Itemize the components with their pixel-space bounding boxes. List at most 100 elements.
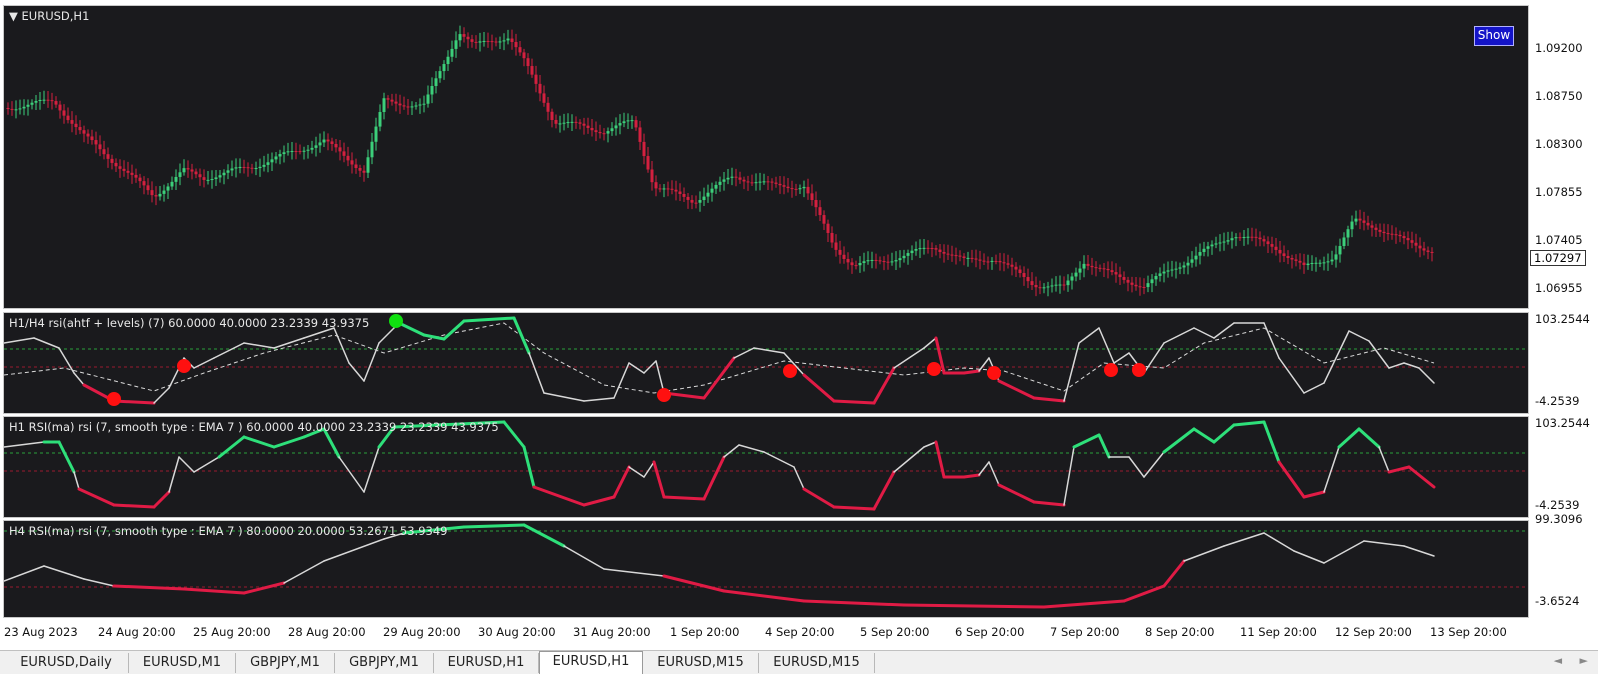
tab-eurusd-m15[interactable]: EURUSD,M15 xyxy=(643,653,759,673)
candle-body xyxy=(382,98,386,113)
candle-body xyxy=(774,182,778,184)
time-axis[interactable]: 23 Aug 2023 24 Aug 20:00 25 Aug 20:00 28… xyxy=(0,622,1598,646)
candle-body xyxy=(430,86,434,95)
candle-body xyxy=(1070,276,1074,281)
rsi-segment xyxy=(832,399,876,405)
candle-body xyxy=(1326,261,1330,263)
rsi-segment xyxy=(872,470,896,511)
price-label: 1.07855 xyxy=(1535,185,1583,199)
candle-body xyxy=(634,120,638,128)
candle-body xyxy=(1130,282,1134,285)
candle-body xyxy=(410,106,414,108)
time-label: 5 Sep 20:00 xyxy=(860,625,930,639)
candle-body xyxy=(642,141,646,157)
rsi-segment xyxy=(283,560,325,584)
rsi-segment xyxy=(978,461,990,476)
candle-body xyxy=(1314,262,1318,264)
rsi-segment xyxy=(1192,427,1216,444)
candle-body xyxy=(1098,267,1102,269)
rsi-segment xyxy=(58,347,75,374)
time-label: 8 Sep 20:00 xyxy=(1145,625,1215,639)
candle-body xyxy=(14,109,18,111)
candlestick-chart[interactable] xyxy=(4,6,1529,309)
candle-body xyxy=(722,179,726,182)
rsi-segment xyxy=(4,337,35,344)
candle-body xyxy=(978,259,982,261)
tab-eurusd-h1[interactable]: EURUSD,H1 xyxy=(434,653,539,673)
rsi-segment xyxy=(532,485,586,507)
candle-body xyxy=(1422,248,1426,251)
candle-body xyxy=(1058,284,1062,286)
time-label: 12 Sep 20:00 xyxy=(1335,625,1412,639)
rsi-segment xyxy=(402,525,466,535)
time-label: 6 Sep 20:00 xyxy=(955,625,1025,639)
candle-body xyxy=(522,52,526,59)
rsi-segment xyxy=(612,465,631,499)
rsi-segment xyxy=(1418,367,1435,384)
tab-eurusd-h1-active[interactable]: EURUSD,H1 xyxy=(539,651,643,674)
rsi-segment xyxy=(997,379,1036,400)
tab-eurusd-m1[interactable]: EURUSD,M1 xyxy=(129,653,236,673)
rsi-segment xyxy=(1348,330,1370,342)
rsi-segment xyxy=(323,538,385,562)
candle-body xyxy=(10,108,14,110)
candle-body xyxy=(530,66,534,75)
candle-body xyxy=(1414,242,1418,246)
candle-body xyxy=(794,188,798,190)
candle-body xyxy=(466,36,470,40)
tab-eurusd-daily[interactable]: EURUSD,Daily xyxy=(4,653,129,673)
price-chart-pane[interactable]: ▼ EURUSD,H1 Show xyxy=(3,5,1529,309)
tab-gbpjpy-m1[interactable]: GBPJPY,M1 xyxy=(236,653,335,673)
rsi-segment xyxy=(1213,322,1235,339)
indicator-pane-h4-rsi[interactable]: H4 RSI(ma) rsi (7, smooth type : EMA 7 )… xyxy=(3,520,1529,618)
indicator-pane-htf-rsi[interactable]: H1/H4 rsi(ahtf + levels) (7) 60.0000 40.… xyxy=(3,312,1529,414)
rsi-segment xyxy=(603,568,665,577)
rsi-segment xyxy=(193,456,220,473)
rsi-segment xyxy=(1263,532,1295,552)
candle-body xyxy=(1330,259,1334,262)
rsi-segment xyxy=(923,441,937,448)
candle-body xyxy=(498,41,502,43)
candle-body xyxy=(210,179,214,181)
candle-body xyxy=(150,190,154,196)
time-label: 13 Sep 20:00 xyxy=(1430,625,1507,639)
indicator-pane-h1-rsi[interactable]: H1 RSI(ma) rsi (7, smooth type : EMA 7 )… xyxy=(3,416,1529,518)
candle-body xyxy=(138,177,142,182)
candle-body xyxy=(822,215,826,224)
candle-body xyxy=(1318,262,1322,264)
rsi-segment xyxy=(1368,340,1390,369)
show-button[interactable]: Show xyxy=(1474,26,1514,46)
rsi-segment xyxy=(934,336,946,375)
candle-body xyxy=(154,195,158,197)
rsi-segment xyxy=(1063,446,1075,506)
candle-body xyxy=(862,261,866,264)
rsi-segment xyxy=(333,327,350,364)
candle-body xyxy=(70,120,74,124)
scroll-left-icon[interactable]: ◄ xyxy=(1553,654,1563,667)
candle-body xyxy=(446,56,450,65)
candle-body xyxy=(874,259,878,261)
candle-body xyxy=(674,189,678,192)
collapse-triangle-icon[interactable]: ▼ xyxy=(9,9,18,23)
candle-body xyxy=(1430,251,1434,253)
rsi-segment xyxy=(722,589,806,603)
candle-body xyxy=(354,164,358,168)
chart-window[interactable]: ▼ EURUSD,H1 Show 1.09200 1.08750 1.08300… xyxy=(0,0,1598,650)
candle-body xyxy=(1322,262,1326,264)
rsi-segment xyxy=(322,427,341,459)
candle-body xyxy=(374,126,378,142)
candle-body xyxy=(1410,240,1414,243)
candle-body xyxy=(618,123,622,126)
rsi-segment xyxy=(1263,322,1280,359)
rsi-segment xyxy=(1303,382,1325,394)
candle-body xyxy=(962,256,966,259)
tab-gbpjpy-m1-2[interactable]: GBPJPY,M1 xyxy=(335,653,434,673)
tab-eurusd-m15-2[interactable]: EURUSD,M15 xyxy=(759,653,875,673)
scroll-right-icon[interactable]: ► xyxy=(1579,654,1588,667)
candle-body xyxy=(1082,263,1086,269)
candle-body xyxy=(890,261,894,263)
candle-body xyxy=(330,141,334,145)
candle-body xyxy=(742,179,746,182)
rsi-segment xyxy=(1143,451,1165,478)
candle-body xyxy=(1050,285,1054,287)
